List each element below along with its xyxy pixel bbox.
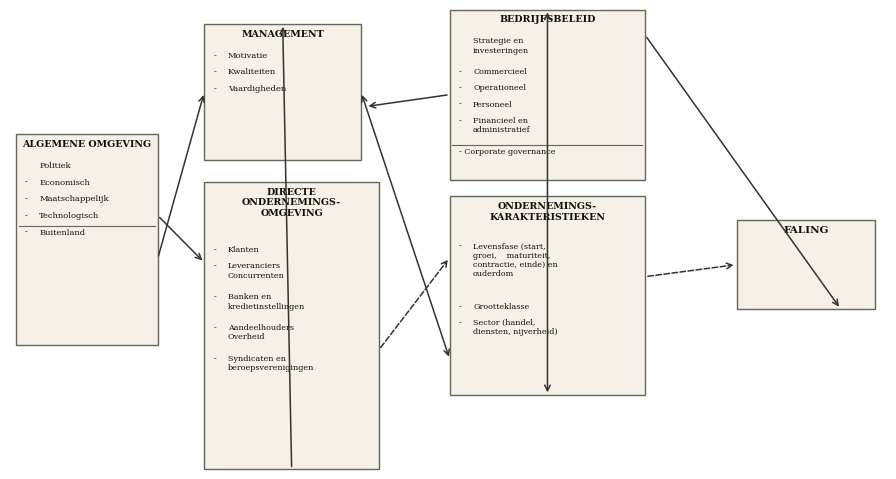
Text: MANAGEMENT: MANAGEMENT [241,30,324,39]
Text: ONDERNEMINGS-
KARAKTERISTIEKEN: ONDERNEMINGS- KARAKTERISTIEKEN [489,202,606,222]
Text: -: - [213,355,216,363]
Text: -: - [25,228,28,237]
Text: Sector (handel,
diensten, nijverheid): Sector (handel, diensten, nijverheid) [473,319,557,336]
FancyBboxPatch shape [204,182,379,469]
Text: Financieel en
administratief: Financieel en administratief [473,117,530,134]
Text: Syndicaten en
beroepsverenigingen: Syndicaten en beroepsverenigingen [228,355,314,372]
Text: Commercieel: Commercieel [473,68,527,76]
Text: -: - [459,101,461,109]
FancyBboxPatch shape [204,24,361,160]
Text: Operationeel: Operationeel [473,84,526,92]
FancyBboxPatch shape [450,196,645,395]
Text: -: - [213,262,216,270]
Text: BEDRIJFSBELEID: BEDRIJFSBELEID [499,15,596,24]
Text: ALGEMENE OMGEVING: ALGEMENE OMGEVING [22,140,151,149]
Text: -: - [213,293,216,301]
Text: Personeel: Personeel [473,101,513,109]
Text: -: - [25,179,28,187]
Text: Politiek: Politiek [39,162,71,170]
Text: -: - [25,195,28,203]
Text: Grootteklasse: Grootteklasse [473,303,530,311]
FancyBboxPatch shape [737,220,875,309]
Text: -: - [213,85,216,93]
Text: -: - [459,68,461,76]
Text: -: - [213,52,216,60]
Text: -: - [213,246,216,254]
Text: FALING: FALING [783,226,829,235]
Text: -: - [459,319,461,327]
Text: - Corporate governance: - Corporate governance [459,148,556,156]
Text: Kwaliteiten: Kwaliteiten [228,68,276,77]
Text: Vaardigheden: Vaardigheden [228,85,286,93]
Text: -: - [213,68,216,77]
Text: Levensfase (start,
groei,    maturiteit,
contractie, einde) en
ouderdom: Levensfase (start, groei, maturiteit, co… [473,242,558,278]
Text: Strategie en
investeringen: Strategie en investeringen [473,37,530,55]
Text: Motivatie: Motivatie [228,52,268,60]
Text: -: - [213,324,216,332]
Text: -: - [459,303,461,311]
Text: -: - [459,117,461,125]
Text: -: - [459,84,461,92]
FancyBboxPatch shape [450,10,645,180]
Text: Banken en
kredietinstellingen: Banken en kredietinstellingen [228,293,305,310]
Text: Technologisch: Technologisch [39,212,99,220]
FancyBboxPatch shape [16,134,158,345]
Text: Aandeelhouders
Overheid: Aandeelhouders Overheid [228,324,294,342]
Text: Economisch: Economisch [39,179,90,187]
Text: -: - [25,212,28,220]
Text: Maatschappelijk: Maatschappelijk [39,195,109,203]
Text: Buitenland: Buitenland [39,228,85,237]
Text: -: - [459,242,461,251]
Text: Leveranciers
Concurrenten: Leveranciers Concurrenten [228,262,284,280]
Text: Klanten: Klanten [228,246,259,254]
Text: DIRECTE
ONDERNEMINGS-
OMGEVING: DIRECTE ONDERNEMINGS- OMGEVING [242,188,341,217]
